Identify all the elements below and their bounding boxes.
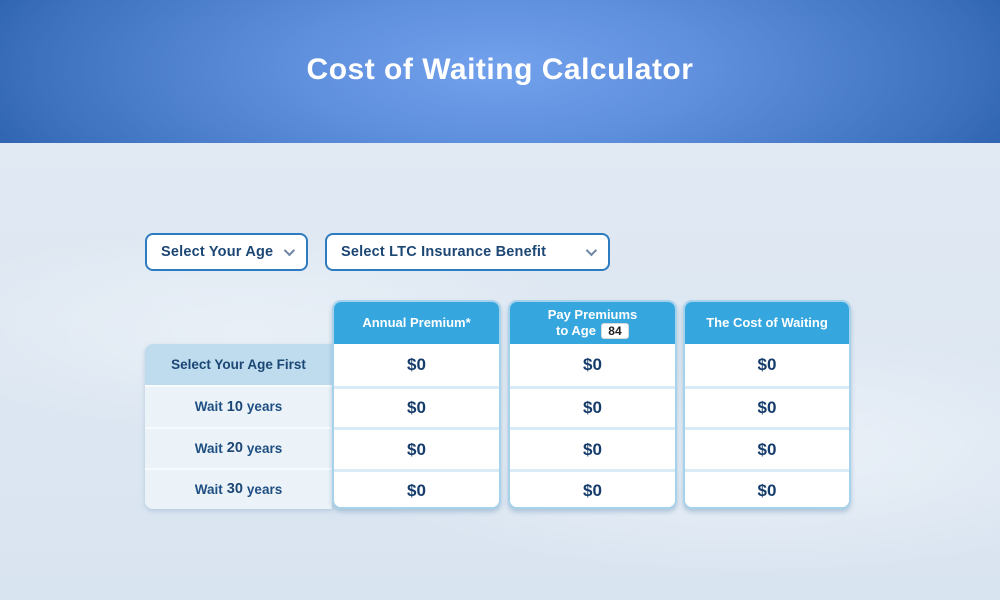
row-label-column: Select Your Age First Wait 10 years Wait…: [145, 344, 332, 509]
column-header-text: Annual Premium*: [362, 314, 471, 330]
row-label-text: Wait: [194, 399, 223, 415]
header-banner: Cost of Waiting Calculator: [0, 0, 1000, 143]
table-cell: $0: [334, 427, 499, 470]
row-label-number: 20: [226, 440, 243, 457]
table-cell: $0: [334, 385, 499, 428]
row-label-number: 30: [226, 481, 243, 498]
table-cell: $0: [685, 427, 849, 470]
table-cell: $0: [510, 344, 675, 386]
row-label-text: Select Your Age First: [171, 357, 306, 373]
pay-to-age-field[interactable]: 84: [600, 323, 629, 340]
table-cell: $0: [334, 344, 499, 386]
row-label-wait-30: Wait 30 years: [145, 467, 332, 509]
table-cell: $0: [685, 469, 849, 507]
table-cell: $0: [510, 469, 675, 507]
table-cell: $0: [685, 344, 849, 386]
column-header-text: Pay Premiums: [547, 306, 638, 322]
age-select-dropdown[interactable]: Select Your Age: [145, 233, 308, 271]
row-label-select-age: Select Your Age First: [145, 344, 332, 386]
table-cell: $0: [510, 385, 675, 428]
row-label-wait-10: Wait 10 years: [145, 385, 332, 427]
table-cell: $0: [510, 427, 675, 470]
row-label-text: years: [246, 440, 283, 456]
page-title: Cost of Waiting Calculator: [306, 52, 694, 86]
age-select-value: Select Your Age: [161, 244, 274, 260]
column-header-text: to Age: [556, 323, 596, 338]
table-cell: $0: [334, 469, 499, 507]
cost-of-waiting-header: The Cost of Waiting: [685, 302, 849, 344]
row-label-text: years: [246, 399, 283, 415]
annual-premium-column: Annual Premium* $0 $0 $0 $0: [332, 300, 501, 509]
row-label-text: Wait: [194, 481, 223, 497]
row-label-text: Wait: [194, 440, 223, 456]
pay-premiums-header: Pay Premiums to Age 84: [510, 302, 675, 344]
table-cell: $0: [685, 385, 849, 428]
chevron-down-icon: [283, 244, 296, 257]
results-table: Select Your Age First Wait 10 years Wait…: [145, 300, 851, 509]
pay-premiums-column: Pay Premiums to Age 84 $0 $0 $0 $0: [508, 300, 677, 509]
cost-of-waiting-column: The Cost of Waiting $0 $0 $0 $0: [683, 300, 851, 509]
chevron-down-icon: [585, 244, 598, 257]
benefit-select-value: Select LTC Insurance Benefit: [341, 244, 547, 260]
row-label-number: 10: [226, 398, 243, 415]
column-header-text: The Cost of Waiting: [706, 314, 828, 330]
row-label-text: years: [246, 481, 283, 497]
annual-premium-header: Annual Premium*: [334, 302, 499, 344]
row-label-wait-20: Wait 20 years: [145, 426, 332, 468]
benefit-select-dropdown[interactable]: Select LTC Insurance Benefit: [325, 233, 610, 271]
